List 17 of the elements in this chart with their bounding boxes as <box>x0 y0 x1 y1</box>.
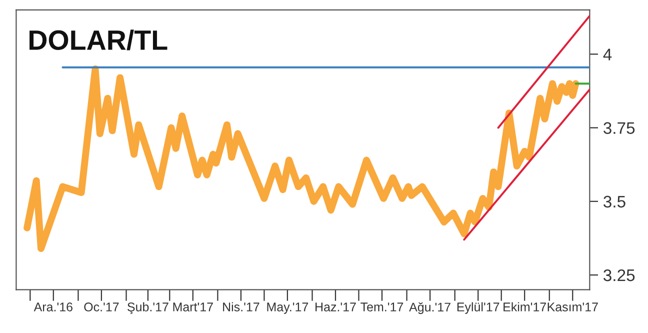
text: DOLAR/TL <box>30 30 168 50</box>
y-tick-label: 3.75 <box>604 122 635 134</box>
y-tick-label: 3.5 <box>604 196 626 208</box>
y-tick-label: 4 <box>603 48 612 60</box>
x-tick-label: Oc.'17 <box>84 302 119 312</box>
x-tick-label: Şub.'17 <box>128 302 168 314</box>
x-tick-label: Ağu.'17 <box>409 302 450 314</box>
x-tick-label: Ekim'17 <box>504 302 546 312</box>
x-tick-label: Nis.'17 <box>223 302 260 312</box>
x-tick-label: Tem.'17 <box>360 302 404 312</box>
x-tick-label: May.'17 <box>267 302 308 314</box>
x-tick-label: Mart'17 <box>173 302 213 312</box>
y-tick-label: 3.25 <box>604 269 635 282</box>
x-tick-label: Ara.'16 <box>34 302 72 312</box>
x-tick-label: Kasım'17 <box>548 302 598 312</box>
x-tick-label: Haz.'17 <box>316 302 356 312</box>
x-tick-label: Eylül'17 <box>457 302 500 314</box>
